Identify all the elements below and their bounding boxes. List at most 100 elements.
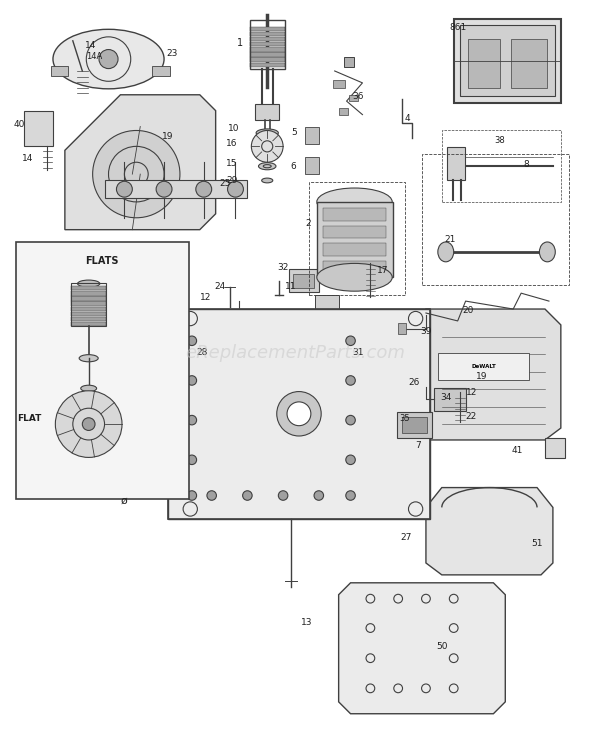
Bar xyxy=(289,270,319,291)
Text: 15: 15 xyxy=(227,160,238,169)
Circle shape xyxy=(156,181,172,197)
Text: 24: 24 xyxy=(214,282,225,291)
Bar xyxy=(250,47,285,52)
Ellipse shape xyxy=(317,188,392,216)
Circle shape xyxy=(346,416,355,425)
Bar xyxy=(434,389,466,410)
Bar xyxy=(250,58,285,62)
Text: 11: 11 xyxy=(286,282,297,291)
Text: 13: 13 xyxy=(301,618,313,627)
Text: 25: 25 xyxy=(219,179,231,188)
Text: 14: 14 xyxy=(22,154,33,163)
Text: FLAT: FLAT xyxy=(17,414,41,423)
Text: 51: 51 xyxy=(531,539,543,548)
Bar xyxy=(71,283,106,327)
Bar xyxy=(71,291,106,296)
Bar xyxy=(250,31,285,36)
Text: 29: 29 xyxy=(227,176,238,185)
Bar xyxy=(454,19,561,103)
Bar xyxy=(323,261,386,273)
Circle shape xyxy=(346,376,355,385)
Bar xyxy=(422,154,569,285)
Text: 50: 50 xyxy=(436,642,448,651)
Circle shape xyxy=(314,491,323,500)
Bar xyxy=(250,26,285,31)
Ellipse shape xyxy=(81,385,97,392)
Ellipse shape xyxy=(77,280,100,287)
Text: 7: 7 xyxy=(415,441,421,450)
Bar xyxy=(438,353,529,380)
Bar xyxy=(250,63,285,67)
Bar xyxy=(71,302,106,306)
Circle shape xyxy=(99,49,118,69)
Text: 34: 34 xyxy=(440,393,451,402)
Bar xyxy=(304,157,319,174)
Text: 22: 22 xyxy=(466,412,477,421)
Text: 12: 12 xyxy=(466,388,477,397)
Polygon shape xyxy=(65,95,216,230)
Bar xyxy=(71,312,106,316)
Bar xyxy=(51,66,68,76)
Text: 10: 10 xyxy=(228,124,240,133)
Ellipse shape xyxy=(258,163,276,170)
Bar xyxy=(250,37,285,41)
Text: 19: 19 xyxy=(476,372,487,381)
Text: 27: 27 xyxy=(401,533,412,542)
Bar xyxy=(71,286,106,291)
Bar xyxy=(250,52,285,57)
Text: 861: 861 xyxy=(450,22,467,31)
Text: 1: 1 xyxy=(237,38,244,48)
Circle shape xyxy=(346,455,355,464)
Bar xyxy=(71,322,106,327)
Text: 8: 8 xyxy=(524,160,530,169)
Bar xyxy=(323,225,386,238)
Text: 17: 17 xyxy=(376,267,388,276)
Ellipse shape xyxy=(53,29,164,89)
Bar xyxy=(168,309,430,519)
Text: 4: 4 xyxy=(405,114,411,123)
Text: 26: 26 xyxy=(408,377,419,386)
Text: 14: 14 xyxy=(84,41,96,50)
Bar xyxy=(168,309,430,519)
Text: 21: 21 xyxy=(444,234,455,243)
Text: 12: 12 xyxy=(200,293,212,302)
Bar xyxy=(250,42,285,46)
Bar xyxy=(309,182,405,295)
Circle shape xyxy=(277,392,321,436)
Bar xyxy=(402,417,427,433)
Text: 2: 2 xyxy=(305,219,311,228)
Polygon shape xyxy=(24,111,53,146)
Polygon shape xyxy=(410,309,561,440)
Bar xyxy=(293,274,314,288)
Bar xyxy=(442,130,561,202)
Polygon shape xyxy=(426,488,553,575)
Bar xyxy=(71,317,106,321)
Ellipse shape xyxy=(79,355,98,362)
Circle shape xyxy=(83,418,95,431)
Bar xyxy=(152,66,169,76)
Circle shape xyxy=(187,455,196,464)
Bar xyxy=(349,95,359,101)
Circle shape xyxy=(346,491,355,500)
Text: eReplacementParts.com: eReplacementParts.com xyxy=(185,344,405,362)
Text: 19: 19 xyxy=(162,132,174,141)
Circle shape xyxy=(187,376,196,385)
Text: 39: 39 xyxy=(420,327,432,336)
Circle shape xyxy=(187,491,196,500)
Bar xyxy=(468,39,500,88)
Bar xyxy=(323,208,386,221)
Ellipse shape xyxy=(317,264,392,291)
Ellipse shape xyxy=(234,335,356,418)
Ellipse shape xyxy=(539,242,555,262)
Ellipse shape xyxy=(262,178,273,183)
Circle shape xyxy=(278,491,288,500)
Bar xyxy=(333,80,345,88)
Ellipse shape xyxy=(256,129,278,137)
Text: ø: ø xyxy=(121,496,128,506)
Text: 38: 38 xyxy=(494,136,505,145)
Bar xyxy=(344,58,354,67)
Bar xyxy=(255,104,279,120)
Polygon shape xyxy=(545,437,565,458)
Circle shape xyxy=(242,491,252,500)
Bar xyxy=(104,181,247,198)
